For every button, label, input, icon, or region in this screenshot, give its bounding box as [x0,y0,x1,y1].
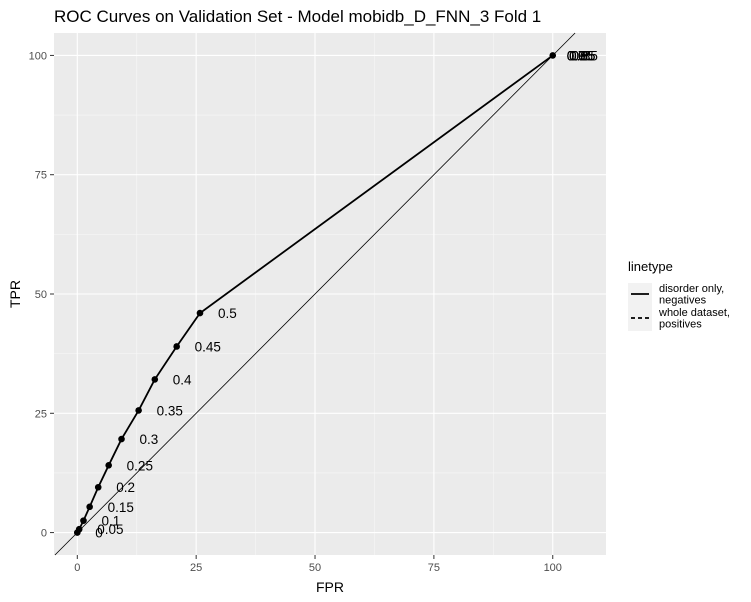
data-point [151,376,159,383]
point-label: 0.2 [116,480,135,495]
legend-label: positives [659,319,702,331]
data-point [105,461,112,469]
x-tick-label: 75 [428,562,440,574]
x-tick-label: 0 [74,562,80,574]
data-point [196,309,204,317]
legend-title: linetype [628,259,673,274]
y-tick-label: 100 [29,50,47,62]
legend-label: whole dataset, [658,307,730,319]
legend-key [628,307,652,331]
data-point [73,529,81,536]
point-label: 0 [95,526,103,541]
point-label-overlap: 0.85 [572,48,598,63]
point-label: 0.05 [97,522,123,537]
point-label: 0.1 [101,514,120,529]
point-label: 0.45 [195,339,221,354]
data-points [73,52,557,536]
chart-title: ROC Curves on Validation Set - Model mob… [54,7,541,26]
y-tick-label: 0 [41,528,47,540]
point-label: 0.4 [173,372,192,387]
y-tick-label: 50 [35,289,47,301]
y-axis-title: TPR [7,280,23,308]
x-axis-title: FPR [316,579,344,595]
reference-diagonal [54,32,576,556]
x-tick-label: 100 [544,562,562,574]
point-label-overlap: 0.65 [569,48,595,63]
legend-label: disorder only, [659,283,724,295]
y-tick-label: 25 [35,408,47,420]
point-label-overlap: 0.75 [567,48,593,63]
data-point [135,407,142,414]
data-point [94,483,102,491]
point-label-overlap: 0.95 [569,48,595,63]
legend-key [628,283,652,307]
diagonal-line [54,32,576,556]
point-label-overlap: 0.6 [567,48,586,63]
data-point [118,435,125,443]
data-point [86,503,93,511]
axis-ticks: 0 25 50 75 100 0 25 50 75 100 [29,50,562,574]
x-tick-label: 25 [190,562,202,574]
point-label: 0.3 [140,432,159,447]
x-tick-label: 50 [309,562,321,574]
y-tick-label: 75 [35,170,47,182]
legend-label: negatives [659,295,707,307]
point-label-overlap: 0.9 [567,48,586,63]
point-label: 0.15 [108,500,134,515]
point-label-overlap: 0.7 [572,48,591,63]
data-point [173,343,180,350]
data-point [80,517,87,524]
data-point [549,52,557,59]
point-label: 0.5 [218,306,237,321]
point-label: 0.35 [157,403,183,418]
point-label-overlap: 0.8 [569,48,588,63]
point-label: 0.25 [127,458,153,473]
point-labels: 0.5 0.45 0.4 0.35 0.3 0.25 0.2 0.150.10.050 0.60… [95,48,598,540]
